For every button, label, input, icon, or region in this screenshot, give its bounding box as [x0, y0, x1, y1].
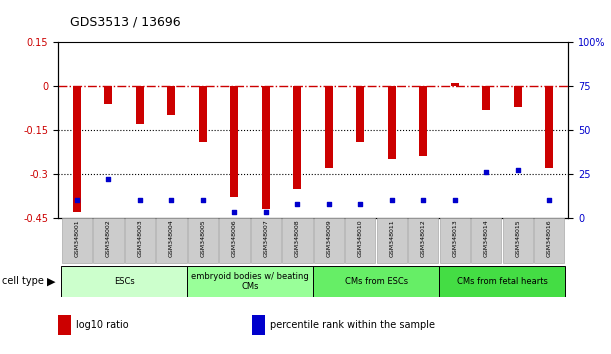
Text: cell type: cell type — [2, 276, 44, 286]
Point — [230, 210, 240, 215]
Bar — [388, 86, 396, 159]
Bar — [471, 218, 502, 263]
Bar — [293, 86, 301, 189]
Bar — [188, 218, 218, 263]
Bar — [282, 218, 312, 263]
Point — [544, 198, 554, 203]
Point — [481, 169, 491, 175]
Text: ▶: ▶ — [47, 276, 56, 286]
Bar — [104, 86, 112, 104]
Bar — [440, 218, 470, 263]
Point — [72, 198, 82, 203]
Bar — [167, 86, 175, 115]
Bar — [503, 218, 533, 263]
Bar — [251, 218, 281, 263]
Text: GSM348004: GSM348004 — [169, 219, 174, 257]
Text: GSM348016: GSM348016 — [547, 219, 552, 257]
Text: CMs from ESCs: CMs from ESCs — [345, 277, 408, 286]
Bar — [325, 86, 333, 168]
Text: GSM348015: GSM348015 — [515, 219, 521, 257]
Text: GSM348008: GSM348008 — [295, 219, 300, 257]
Bar — [262, 86, 270, 209]
Bar — [439, 266, 565, 297]
Text: percentile rank within the sample: percentile rank within the sample — [270, 320, 435, 330]
Text: GSM348005: GSM348005 — [200, 219, 205, 257]
Bar — [356, 86, 364, 142]
Point — [167, 198, 177, 203]
Bar — [62, 218, 92, 263]
Text: GSM348006: GSM348006 — [232, 219, 237, 257]
Text: GSM348001: GSM348001 — [75, 219, 79, 257]
Point — [103, 176, 113, 182]
Bar — [187, 266, 313, 297]
Bar — [313, 266, 439, 297]
Text: GSM348013: GSM348013 — [452, 219, 458, 257]
Text: GSM348011: GSM348011 — [389, 219, 394, 257]
Bar — [156, 218, 186, 263]
Bar — [408, 218, 439, 263]
Bar — [514, 86, 522, 107]
Text: GSM348014: GSM348014 — [484, 219, 489, 257]
Bar — [219, 218, 249, 263]
Bar — [534, 218, 565, 263]
Bar — [483, 86, 490, 110]
Bar — [230, 86, 238, 197]
Bar — [93, 218, 123, 263]
Bar — [451, 84, 459, 86]
Bar — [58, 315, 71, 335]
Point — [198, 198, 208, 203]
Text: GSM348007: GSM348007 — [263, 219, 268, 257]
Bar — [73, 86, 81, 212]
Point — [324, 201, 334, 206]
Bar — [199, 86, 207, 142]
Bar — [377, 218, 407, 263]
Point — [450, 198, 459, 203]
Point — [356, 201, 365, 206]
Bar — [345, 218, 376, 263]
Text: embryoid bodies w/ beating
CMs: embryoid bodies w/ beating CMs — [191, 272, 309, 291]
Text: ESCs: ESCs — [114, 277, 134, 286]
Bar — [252, 315, 265, 335]
Bar — [314, 218, 344, 263]
Point — [293, 201, 302, 206]
Bar — [546, 86, 554, 168]
Text: GSM348009: GSM348009 — [326, 219, 331, 257]
Bar — [419, 86, 427, 156]
Text: CMs from fetal hearts: CMs from fetal hearts — [456, 277, 547, 286]
Bar — [61, 266, 187, 297]
Text: GSM348010: GSM348010 — [358, 219, 363, 257]
Text: log10 ratio: log10 ratio — [76, 320, 128, 330]
Point — [135, 198, 145, 203]
Bar — [125, 218, 155, 263]
Text: GSM348002: GSM348002 — [106, 219, 111, 257]
Text: GSM348003: GSM348003 — [137, 219, 142, 257]
Point — [261, 210, 271, 215]
Text: GSM348012: GSM348012 — [421, 219, 426, 257]
Point — [387, 198, 397, 203]
Point — [513, 167, 523, 173]
Bar — [136, 86, 144, 124]
Point — [419, 198, 428, 203]
Text: GDS3513 / 13696: GDS3513 / 13696 — [70, 15, 181, 28]
